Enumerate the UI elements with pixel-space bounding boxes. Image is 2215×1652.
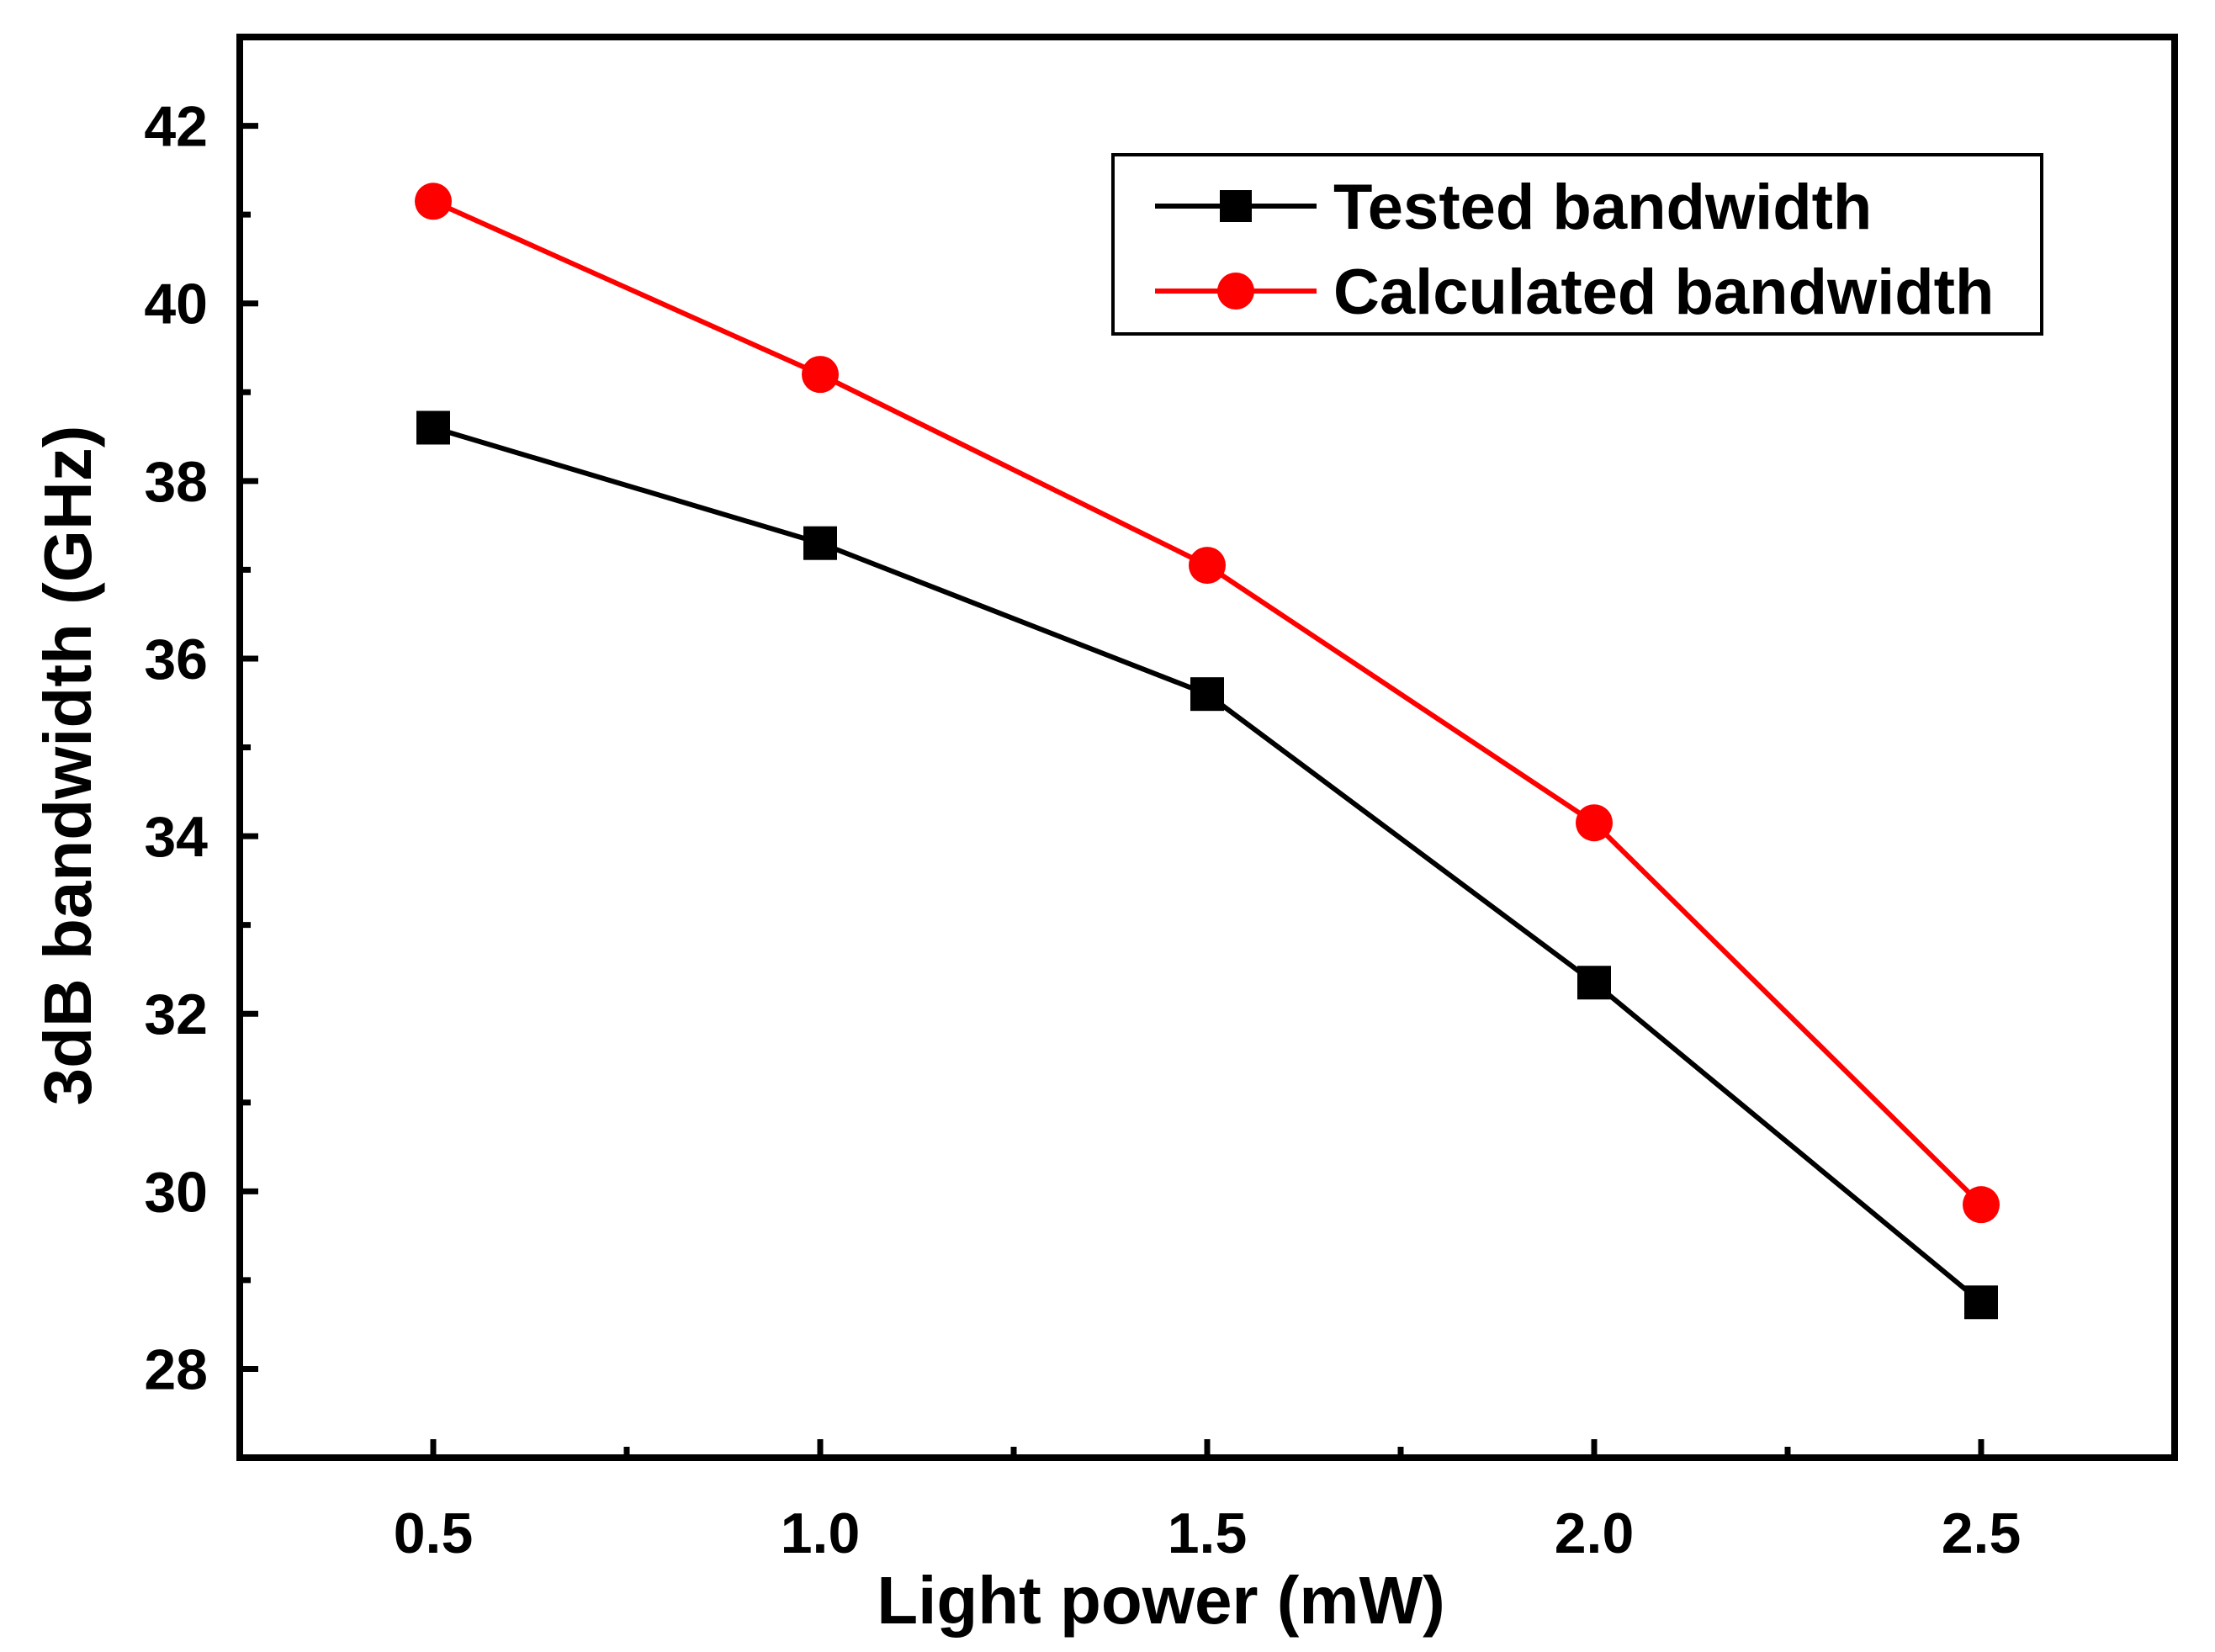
y-tick-label: 36 [144, 627, 208, 691]
x-tick-label: 1.0 [781, 1501, 861, 1565]
data-point-calculated-bandwidth [1189, 547, 1226, 585]
y-tick-label: 42 [144, 95, 208, 159]
data-point-calculated-bandwidth [1963, 1186, 2000, 1224]
data-point-calculated-bandwidth [1576, 804, 1613, 842]
y-tick-label: 38 [144, 450, 208, 514]
series-markers [415, 183, 2000, 1320]
y-tick-label: 40 [144, 273, 208, 336]
data-point-tested-bandwidth [1190, 677, 1224, 712]
data-point-tested-bandwidth [1577, 966, 1611, 1000]
x-axis-title: Light power (mW) [877, 1563, 1444, 1638]
data-point-calculated-bandwidth [802, 356, 839, 394]
legend-marker-calculated [1217, 273, 1254, 310]
y-axis-title: 3dB bandwidth (GHz) [30, 426, 105, 1106]
x-tick-label: 1.5 [1168, 1501, 1248, 1565]
data-point-calculated-bandwidth [415, 183, 452, 220]
y-tick-label: 28 [144, 1337, 208, 1401]
data-point-tested-bandwidth [803, 526, 837, 560]
data-point-tested-bandwidth [1964, 1285, 1998, 1320]
plot-frame [236, 34, 2178, 1461]
y-tick-label: 34 [144, 805, 208, 869]
legend: Tested bandwidth Calculated bandwidth [1111, 153, 2043, 336]
x-tick-label: 0.5 [394, 1501, 474, 1565]
y-tick-label: 30 [144, 1160, 208, 1224]
y-tick-labels: 28 30 32 34 36 38 40 42 [144, 95, 208, 1402]
legend-label-tested: Tested bandwidth [1333, 172, 1872, 243]
x-tick-label: 2.5 [1942, 1501, 2022, 1565]
y-tick-label: 32 [144, 982, 208, 1046]
data-point-tested-bandwidth [416, 410, 450, 445]
legend-marker-tested [1220, 190, 1252, 222]
legend-box [1111, 153, 2043, 336]
x-tick-labels: 0.5 1.0 1.5 2.0 2.5 [394, 1501, 2022, 1565]
legend-label-calculated: Calculated bandwidth [1333, 257, 1994, 328]
x-tick-label: 2.0 [1555, 1501, 1635, 1565]
